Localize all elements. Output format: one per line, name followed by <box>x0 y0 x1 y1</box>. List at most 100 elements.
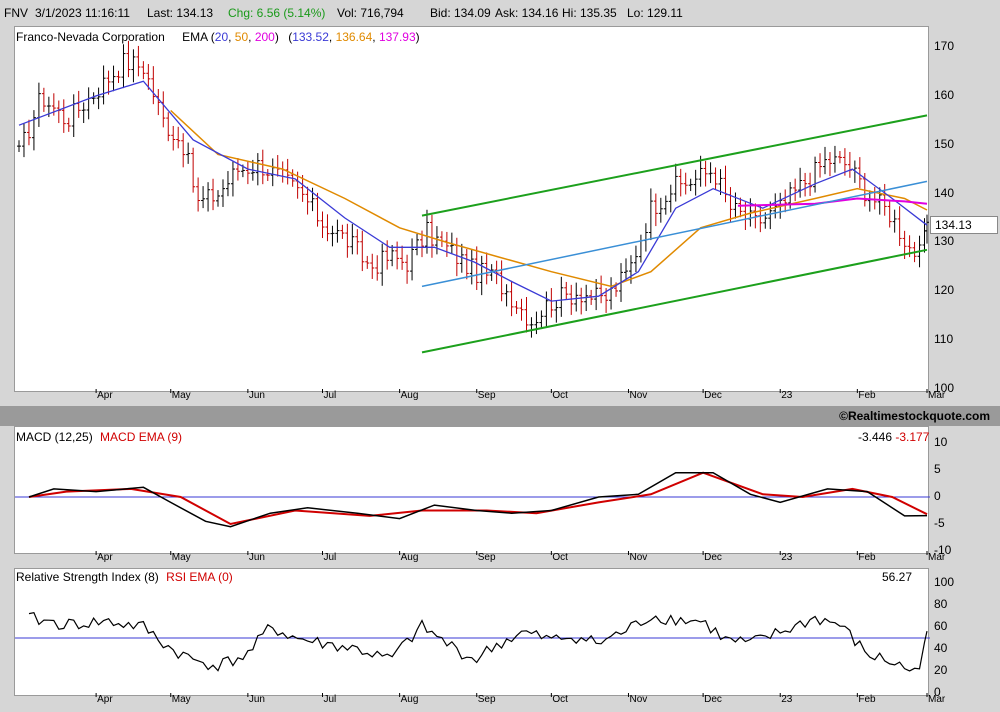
quote-ask: Ask: 134.16 <box>495 6 559 20</box>
macd-x-tick-label: Jul <box>323 552 337 563</box>
quote-volume: Vol: 716,794 <box>337 6 404 20</box>
price-y-tick-label: 150 <box>934 136 955 151</box>
ema50-line <box>170 109 928 288</box>
rsi-panel <box>14 568 930 697</box>
ema-label: EMA ( <box>182 30 215 44</box>
rsi-x-tick-label: Dec <box>704 694 722 705</box>
quote-high: Hi: 135.35 <box>562 6 617 20</box>
ema20-line <box>18 80 928 302</box>
rsi-panel-title: Relative Strength Index (8) RSI EMA (0) <box>16 570 233 584</box>
price-x-tick-label: 23 <box>781 390 793 401</box>
channel-mid-line <box>421 180 928 288</box>
macd-values: -3.446 -3.177 <box>858 430 929 444</box>
macd-panel-title: MACD (12,25) MACD EMA (9) <box>16 430 182 444</box>
channel-upper-line <box>421 114 928 217</box>
macd-x-tick-label: Mar <box>928 552 946 563</box>
rsi-y-tick-label: 40 <box>934 641 948 655</box>
quote-low: Lo: 129.11 <box>627 6 683 20</box>
price-x-tick-label: Feb <box>858 390 876 401</box>
rsi-x-tick-label: Aug <box>400 694 419 705</box>
macd-x-tick-label: Sep <box>477 552 496 563</box>
watermark-bar <box>0 406 1000 426</box>
macd-x-tick-label: May <box>171 552 191 563</box>
price-y-tick-label: 160 <box>934 87 955 102</box>
rsi-x-tick-label: 23 <box>781 694 793 705</box>
macd-ema-title: MACD EMA (9) <box>100 430 183 444</box>
rsi-ema-title: RSI EMA (0) <box>166 570 233 584</box>
rsi-title: Relative Strength Index (8) <box>16 570 159 584</box>
rsi-value: 56.27 <box>882 570 913 584</box>
quote-last: Last: 134.13 <box>147 6 214 20</box>
company-name: Franco-Nevada Corporation <box>16 30 165 44</box>
macd-x-tick-label: Feb <box>858 552 876 563</box>
ema200-line <box>737 197 928 207</box>
rsi-x-tick-label: Jun <box>248 694 265 705</box>
macd-x-tick-label: 23 <box>781 552 793 563</box>
rsi-y-tick-label: 60 <box>934 619 948 633</box>
ema200-period: 200 <box>254 30 275 44</box>
macd-title: MACD (12,25) <box>16 430 93 444</box>
rsi-y-tick-label: 0 <box>934 685 941 699</box>
watermark: ©Realtimestockquote.com <box>839 409 990 423</box>
macd-x-tick-label: Jun <box>248 552 265 563</box>
macd-y-tick-label: 10 <box>934 435 948 449</box>
ema200-value: 137.93 <box>378 30 416 44</box>
macd-x-tick-label: Oct <box>552 552 568 563</box>
macd-y-tick-label: 0 <box>934 489 941 503</box>
macd-y-tick-label: -10 <box>934 543 952 557</box>
price-y-tick-label: 120 <box>934 283 955 298</box>
macd-y-tick-label: 5 <box>934 462 941 476</box>
rsi-x-tick-label: Jul <box>323 694 337 705</box>
price-x-tick-label: Mar <box>928 390 946 401</box>
price-x-tick-label: Aug <box>400 390 419 401</box>
macd-signal-line <box>28 471 928 526</box>
rsi-x-tick-label: Nov <box>629 694 648 705</box>
price-y-tick-label: 140 <box>934 185 955 200</box>
price-x-tick-label: Oct <box>552 390 568 401</box>
rsi-chart <box>15 612 930 697</box>
ema20-period: 20 <box>214 30 229 44</box>
macd-x-tick-label: Apr <box>97 552 113 563</box>
macd-y-tick-label: -5 <box>934 516 945 530</box>
price-x-tick-label: May <box>171 390 191 401</box>
quote-bid: Bid: 134.09 <box>430 6 491 20</box>
macd-value: -3.446 <box>858 430 893 444</box>
price-panel <box>14 26 929 393</box>
macd-x-tick-label: Aug <box>400 552 419 563</box>
price-y-tick-label: 130 <box>934 234 955 249</box>
ema50-value: 136.64 <box>335 30 373 44</box>
macd-signal-value: -3.177 <box>895 430 930 444</box>
macd-panel <box>14 426 930 555</box>
quote-symbol: FNV <box>4 6 28 20</box>
quote-change: Chg: 6.56 (5.14%) <box>228 6 326 20</box>
price-x-tick-label: Apr <box>97 390 113 401</box>
macd-x-tick-label: Dec <box>704 552 722 563</box>
price-y-tick-label: 170 <box>934 39 955 53</box>
rsi-x-tick-label: Mar <box>928 694 946 705</box>
rsi-x-tick-label: Sep <box>477 694 496 705</box>
channel-lower-line <box>421 248 928 354</box>
rsi-y-tick-label: 80 <box>934 597 948 611</box>
ema20-value: 133.52 <box>292 30 329 44</box>
last-price-box: 134.13 <box>930 216 998 234</box>
price-x-tick-label: Nov <box>629 390 648 401</box>
price-x-tick-label: Dec <box>704 390 722 401</box>
macd-x-tick-label: Nov <box>629 552 648 563</box>
ema50-period: 50 <box>234 30 249 44</box>
rsi-x-tick-label: Apr <box>97 694 113 705</box>
rsi-line <box>28 612 928 672</box>
rsi-y-tick-label: 100 <box>934 575 955 589</box>
price-x-tick-label: Jul <box>323 390 337 401</box>
rsi-x-tick-label: Feb <box>858 694 876 705</box>
rsi-y-tick-label: 20 <box>934 663 948 677</box>
rsi-x-tick-label: Oct <box>552 694 568 705</box>
rsi-x-tick-label: May <box>171 694 191 705</box>
price-y-tick-label: 110 <box>934 332 954 347</box>
macd-chart <box>15 471 930 555</box>
price-x-tick-label: Sep <box>477 390 496 401</box>
price-panel-title: Franco-Nevada Corporation EMA (20, 50, 2… <box>16 30 420 44</box>
quote-bar: FNV 3/1/2023 11:16:11 Last: 134.13 Chg: … <box>0 0 1000 26</box>
macd-line <box>28 471 928 528</box>
price-chart <box>17 40 929 393</box>
price-y-tick-label: 100 <box>934 381 955 395</box>
